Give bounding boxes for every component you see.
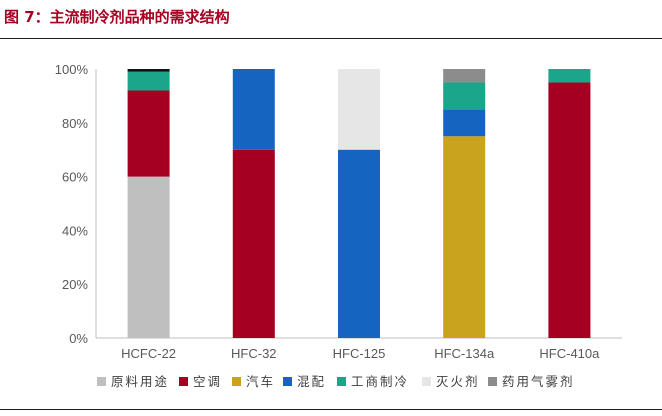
legend-label: 药用气雾剂 xyxy=(502,374,575,389)
bars xyxy=(127,69,591,338)
bar-segment-hcfc-22-1 xyxy=(127,90,170,177)
bar-segment-hfc-134a-4 xyxy=(443,82,486,110)
legend: 原料用途 空调 汽车 混配 工商制冷 灭火剂 药用气雾剂 xyxy=(97,374,575,389)
bar-segment-hcfc-22-7 xyxy=(127,69,170,72)
bar-segment-hfc-134a-6 xyxy=(443,69,486,83)
bar-segment-hfc-125-5 xyxy=(338,69,380,150)
y-tick-label: 60% xyxy=(62,170,88,185)
y-tick-label: 0% xyxy=(69,331,88,346)
x-tick-label: HFC-125 xyxy=(333,346,386,361)
bar-segment-hcfc-22-4 xyxy=(127,71,170,91)
legend-label: 空调 xyxy=(193,374,222,389)
legend-swatch xyxy=(232,377,241,386)
legend-label: 原料用途 xyxy=(111,374,169,389)
y-tick-label: 20% xyxy=(62,277,88,292)
bar-segment-hfc-32-1 xyxy=(232,149,275,338)
bar-segment-hfc-125-3 xyxy=(338,149,380,338)
bar-segment-hfc-134a-3 xyxy=(443,109,486,137)
bar-segment-hfc-410a-4 xyxy=(548,69,591,83)
y-axis-ticks: 0% 20% 40% 60% 80% 100% xyxy=(55,62,89,346)
legend-swatch xyxy=(488,377,497,386)
x-tick-label: HCFC-22 xyxy=(121,346,176,361)
legend-swatch xyxy=(283,377,292,386)
legend-swatch xyxy=(422,377,431,386)
bar-segment-hfc-134a-2 xyxy=(443,136,486,338)
legend-swatch xyxy=(179,377,188,386)
legend-swatch xyxy=(337,377,346,386)
legend-swatch xyxy=(97,377,106,386)
bar-segment-hfc-32-3 xyxy=(232,69,275,150)
bar-segment-hcfc-22-0 xyxy=(127,176,170,338)
bar-segment-hfc-410a-1 xyxy=(548,82,591,338)
x-axis-labels: HCFC-22 HFC-32 HFC-125 HFC-134a HFC-410a xyxy=(121,346,600,361)
x-tick-label: HFC-32 xyxy=(231,346,277,361)
title-divider xyxy=(0,38,662,39)
legend-label: 汽车 xyxy=(246,374,275,389)
legend-label: 工商制冷 xyxy=(351,374,409,389)
y-tick-label: 40% xyxy=(62,223,88,238)
y-tick-label: 80% xyxy=(62,116,88,131)
x-tick-label: HFC-134a xyxy=(434,346,495,361)
legend-label: 灭火剂 xyxy=(436,374,480,389)
x-tick-label: HFC-410a xyxy=(539,346,600,361)
y-tick-label: 100% xyxy=(55,62,89,77)
bottom-divider xyxy=(0,409,662,410)
figure-title: 图 7：主流制冷剂品种的需求结构 xyxy=(4,8,230,26)
legend-label: 混配 xyxy=(297,374,326,389)
